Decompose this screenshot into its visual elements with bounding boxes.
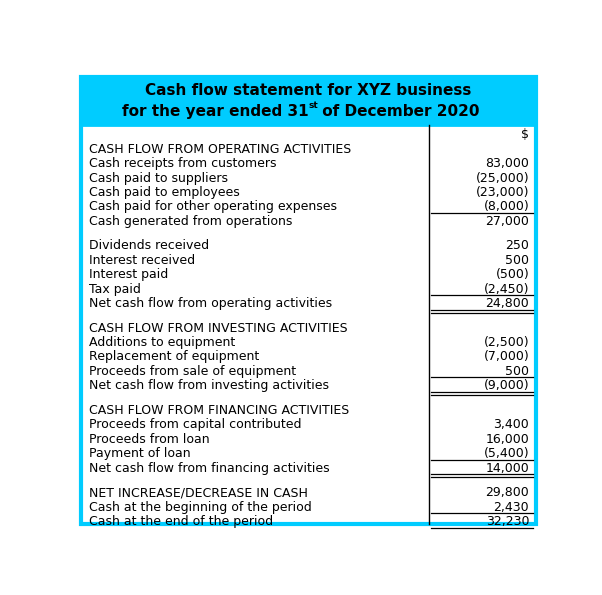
Text: Replacement of equipment: Replacement of equipment [89,350,259,364]
Text: of December 2020: of December 2020 [317,104,480,119]
Text: CASH FLOW FROM INVESTING ACTIVITIES: CASH FLOW FROM INVESTING ACTIVITIES [89,322,348,334]
Text: Tax paid: Tax paid [89,283,141,296]
Text: 2,430: 2,430 [494,500,529,513]
Text: Payment of loan: Payment of loan [89,447,191,460]
Text: for the year ended 31: for the year ended 31 [122,104,309,119]
Text: (2,450): (2,450) [483,283,529,296]
Text: 16,000: 16,000 [485,433,529,446]
Text: 32,230: 32,230 [486,515,529,528]
Text: NET INCREASE/DECREASE IN CASH: NET INCREASE/DECREASE IN CASH [89,486,308,499]
Text: Additions to equipment: Additions to equipment [89,336,235,349]
Text: (23,000): (23,000) [476,186,529,199]
Text: (9,000): (9,000) [483,380,529,392]
Text: (5,400): (5,400) [483,447,529,460]
Text: $: $ [521,129,529,141]
Text: Proceeds from loan: Proceeds from loan [89,433,210,446]
Text: Net cash flow from operating activities: Net cash flow from operating activities [89,297,332,310]
Text: 500: 500 [505,254,529,267]
Text: Cash flow statement for XYZ business: Cash flow statement for XYZ business [145,83,472,98]
Text: 83,000: 83,000 [485,157,529,170]
Text: Cash paid to suppliers: Cash paid to suppliers [89,171,228,184]
Text: Cash at the end of the period: Cash at the end of the period [89,515,273,528]
Text: Net cash flow from investing activities: Net cash flow from investing activities [89,380,329,392]
Text: Cash generated from operations: Cash generated from operations [89,215,293,228]
Text: (25,000): (25,000) [476,171,529,184]
Text: 14,000: 14,000 [485,462,529,475]
Text: Interest paid: Interest paid [89,268,169,281]
Text: 500: 500 [505,365,529,378]
Text: CASH FLOW FROM OPERATING ACTIVITIES: CASH FLOW FROM OPERATING ACTIVITIES [89,143,352,156]
Text: Cash paid to employees: Cash paid to employees [89,186,240,199]
Text: Proceeds from capital contributed: Proceeds from capital contributed [89,418,302,431]
Text: (500): (500) [495,268,529,281]
Text: 250: 250 [505,239,529,252]
Text: st: st [309,101,318,110]
Text: Interest received: Interest received [89,254,196,267]
Text: Dividends received: Dividends received [89,239,209,252]
Text: (8,000): (8,000) [483,201,529,214]
Text: Net cash flow from financing activities: Net cash flow from financing activities [89,462,330,475]
Text: 29,800: 29,800 [485,486,529,499]
Text: Cash receipts from customers: Cash receipts from customers [89,157,277,170]
Text: 27,000: 27,000 [485,215,529,228]
Text: 24,800: 24,800 [485,297,529,310]
Text: 3,400: 3,400 [494,418,529,431]
Text: Cash paid for other operating expenses: Cash paid for other operating expenses [89,201,337,214]
Bar [81,77,536,125]
Text: Cash at the beginning of the period: Cash at the beginning of the period [89,500,312,513]
Text: Proceeds from sale of equipment: Proceeds from sale of equipment [89,365,296,378]
Text: CASH FLOW FROM FINANCING ACTIVITIES: CASH FLOW FROM FINANCING ACTIVITIES [89,404,350,417]
Text: (2,500): (2,500) [483,336,529,349]
Text: (7,000): (7,000) [483,350,529,364]
